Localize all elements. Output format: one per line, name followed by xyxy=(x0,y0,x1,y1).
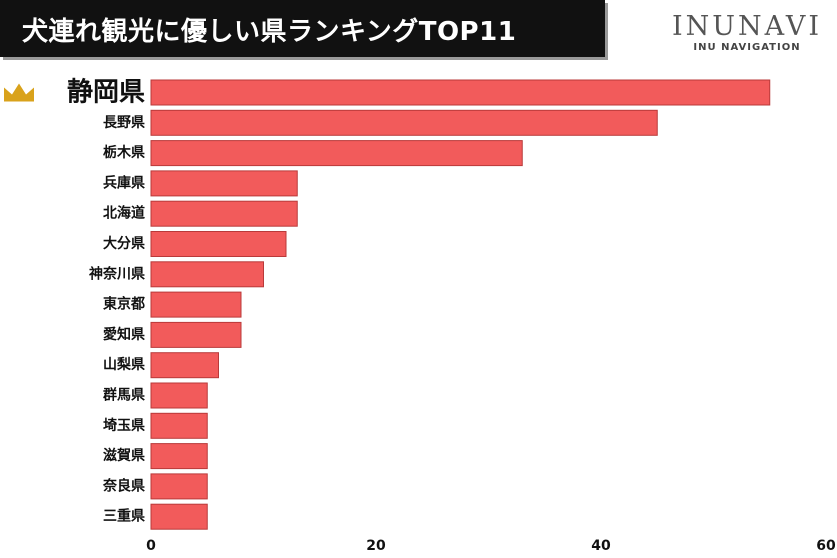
category-label: 三重県 xyxy=(103,508,145,525)
category-label: 長野県 xyxy=(103,115,145,131)
brand-subtitle: INU NAVIGATION xyxy=(693,42,801,53)
bar xyxy=(150,170,298,197)
x-tick-label: 40 xyxy=(591,538,611,554)
x-tick-label: 0 xyxy=(146,538,156,554)
x-tick-label: 20 xyxy=(366,538,386,554)
x-tick-label: 60 xyxy=(816,538,836,554)
category-label: 兵庫県 xyxy=(103,174,145,191)
bar xyxy=(150,412,208,439)
bar xyxy=(150,200,298,227)
bar xyxy=(150,261,264,288)
chart-title: 犬連れ観光に優しい県ランキングTOP11 xyxy=(22,17,517,47)
bar xyxy=(150,291,242,318)
crown-icon xyxy=(4,83,34,102)
bar xyxy=(150,503,208,530)
category-label: 滋賀県 xyxy=(103,447,145,464)
category-label: 山梨県 xyxy=(103,356,145,373)
bar xyxy=(150,109,658,136)
bar xyxy=(150,231,287,257)
bar xyxy=(150,473,208,500)
bar xyxy=(150,140,523,167)
brand-name: INUNAVI xyxy=(672,11,822,42)
category-label: 静岡県 xyxy=(67,77,145,108)
category-label: 北海道 xyxy=(103,205,145,222)
category-label: 東京都 xyxy=(103,296,145,313)
category-label: 群馬県 xyxy=(102,387,145,404)
bar xyxy=(150,79,771,106)
bar xyxy=(150,321,242,348)
title-bar: 犬連れ観光に優しい県ランキングTOP11 xyxy=(0,0,605,57)
bar xyxy=(150,352,219,379)
category-label: 大分県 xyxy=(103,235,145,252)
category-label: 奈良県 xyxy=(102,477,145,494)
category-label: 栃木県 xyxy=(103,144,145,161)
category-label: 神奈川県 xyxy=(89,265,145,282)
bar xyxy=(150,443,208,470)
category-label: 愛知県 xyxy=(103,326,145,343)
category-label: 埼玉県 xyxy=(103,417,145,434)
bar xyxy=(150,382,208,409)
brand-logo: INUNAVI INU NAVIGATION xyxy=(672,11,822,54)
